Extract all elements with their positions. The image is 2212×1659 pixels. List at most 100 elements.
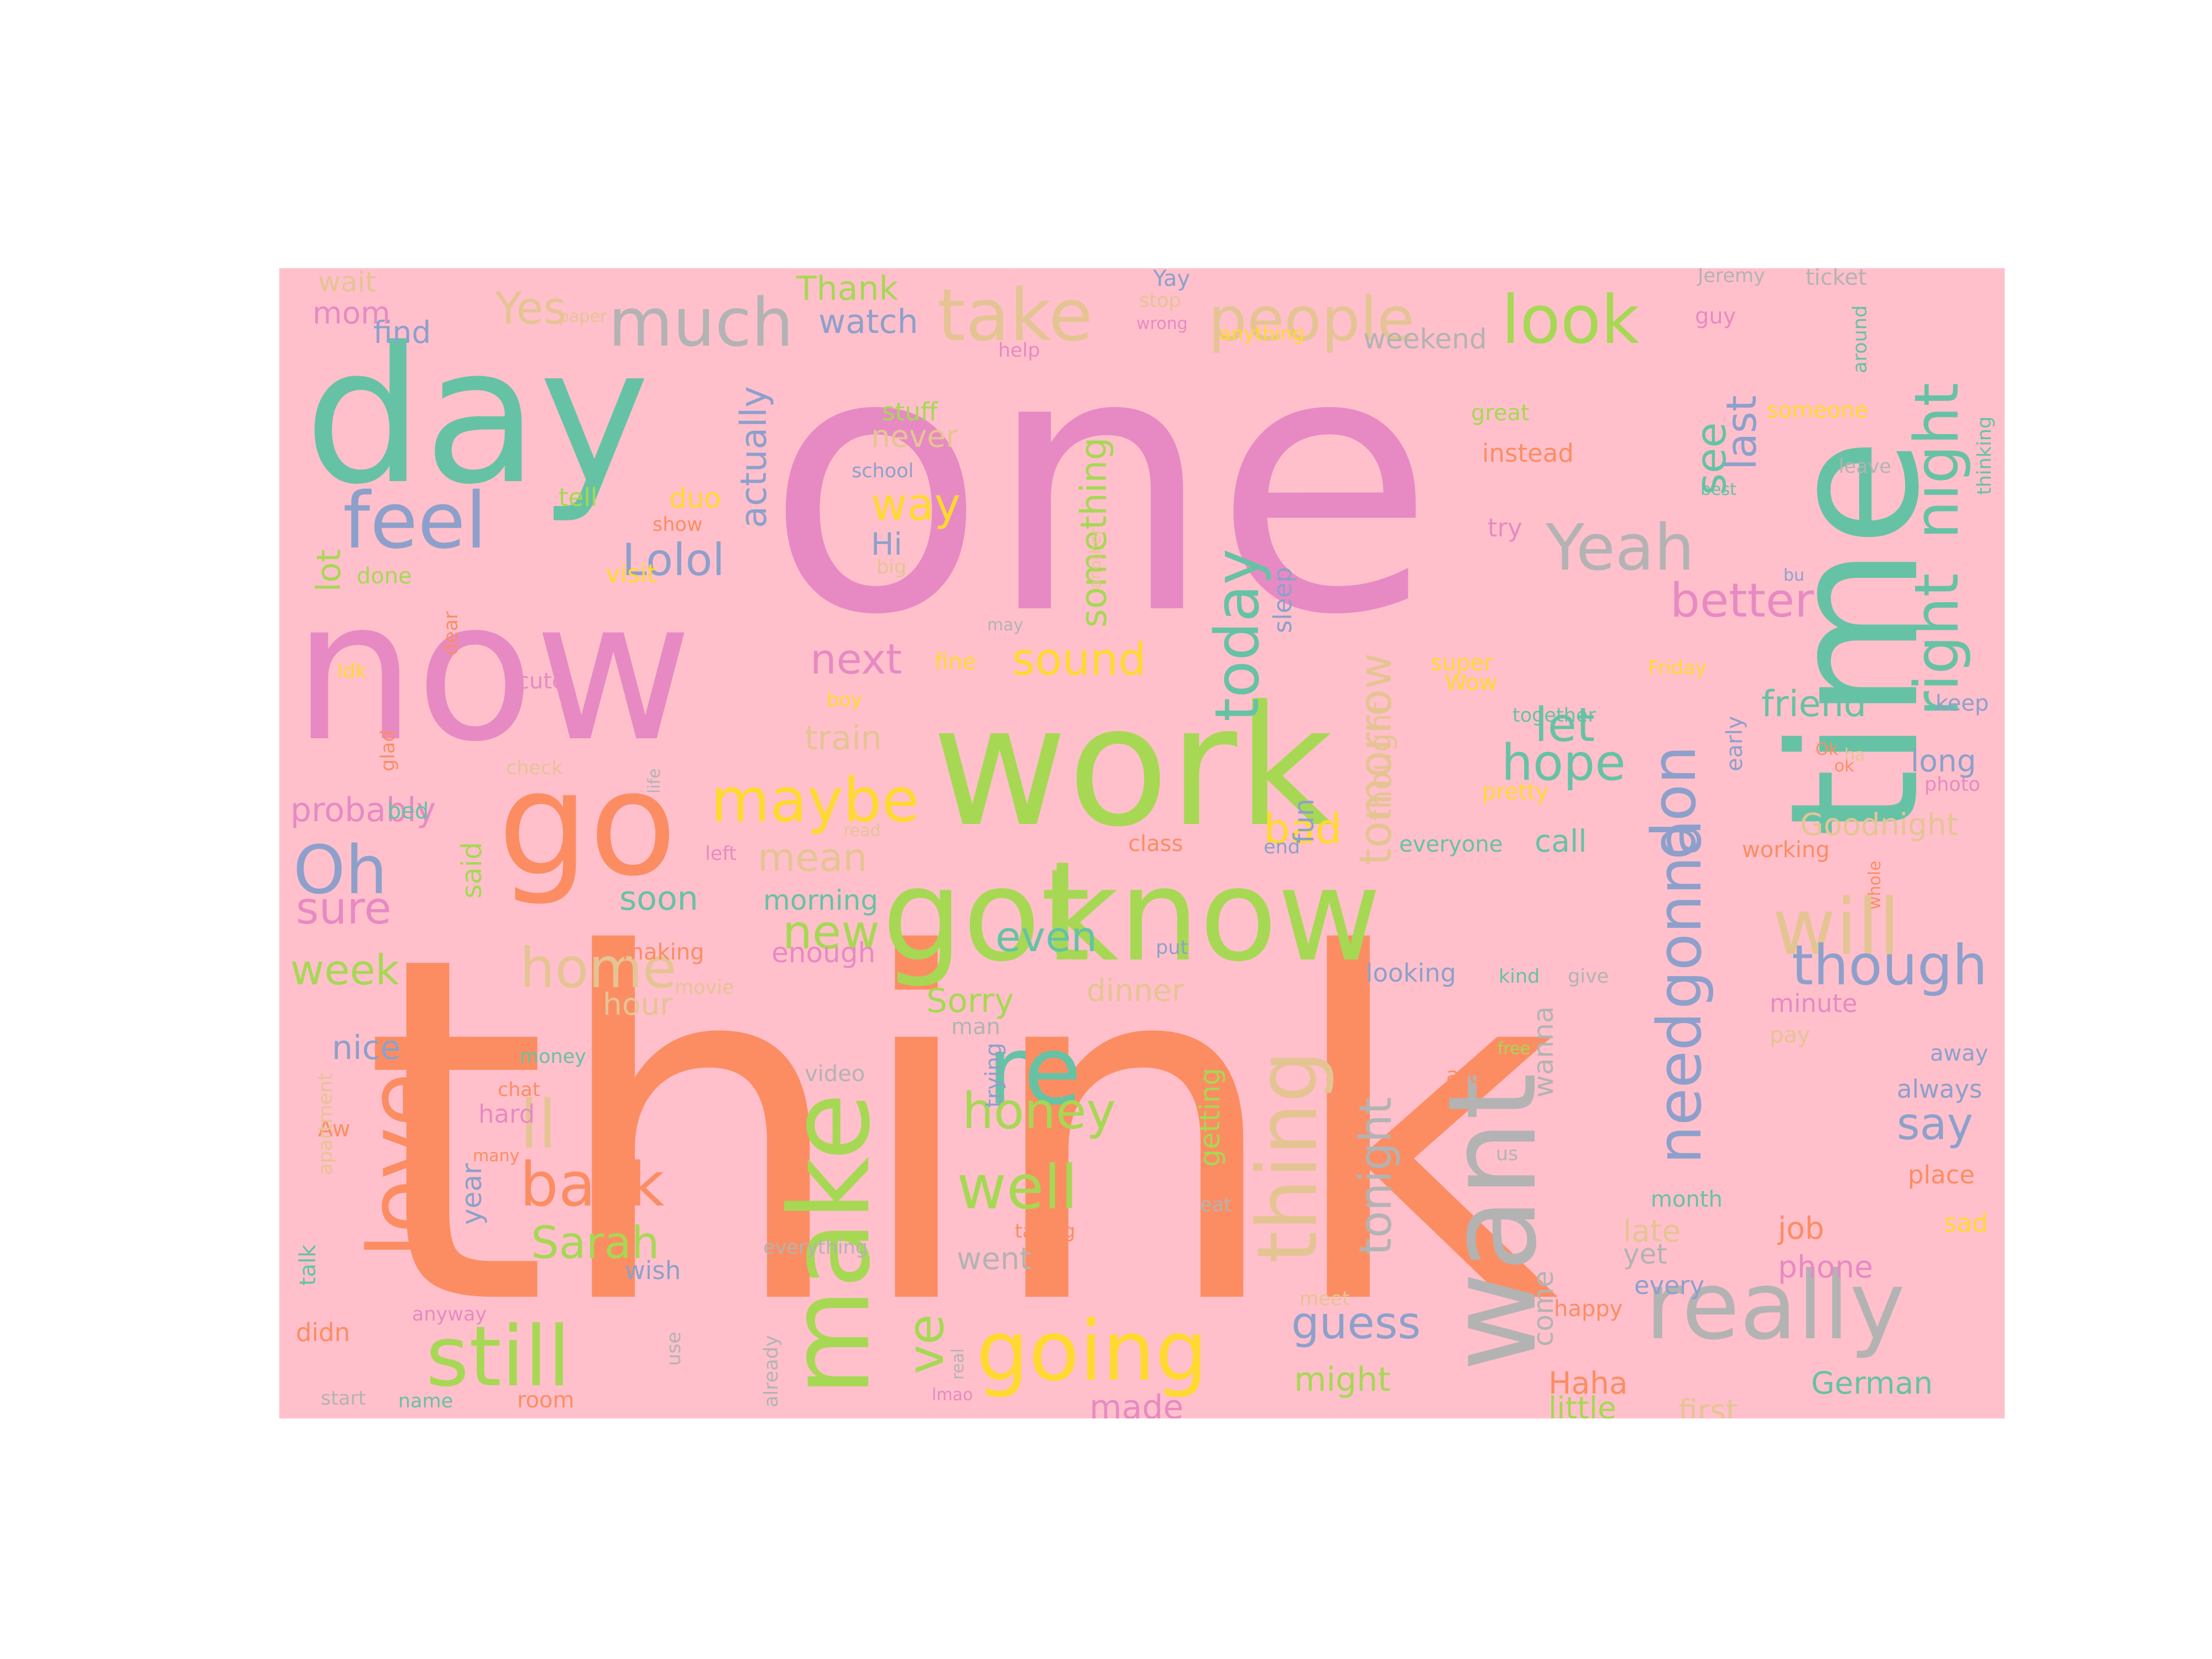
word-happy: happy	[1554, 1296, 1623, 1322]
word-call: call	[1535, 823, 1587, 859]
word-guy: guy	[1695, 304, 1736, 329]
word-bu: bu	[1783, 566, 1804, 585]
word-cloud-background	[279, 268, 2005, 1418]
word-put: put	[1156, 937, 1188, 959]
word-leave: leave	[1839, 456, 1891, 478]
word-gonna: gonna	[1644, 819, 1715, 1009]
word-always: always	[1897, 1074, 1983, 1104]
word-way: way	[871, 479, 961, 530]
word-year: year	[456, 1163, 488, 1225]
word-working: working	[1742, 837, 1830, 863]
word-morning: morning	[763, 884, 878, 916]
word-visit: visit	[606, 559, 657, 588]
word-done: done	[357, 564, 412, 589]
word-need: need	[1644, 1012, 1715, 1164]
word-ve: ve	[897, 1314, 955, 1374]
word-wait: wait	[318, 268, 376, 298]
word-friend: friend	[1761, 684, 1866, 725]
word-lolol: Lolol	[622, 534, 725, 586]
word-night: night	[1901, 383, 1972, 539]
word-great: great	[1471, 400, 1530, 426]
word-name: name	[398, 1390, 453, 1412]
word-weekend: weekend	[1363, 323, 1487, 355]
word-got: got	[882, 842, 1091, 990]
word-show: show	[653, 514, 702, 536]
word-see: see	[1687, 422, 1735, 495]
word-back: back	[520, 1149, 665, 1220]
word-day: day	[304, 307, 650, 526]
word-ok: ok	[1834, 757, 1854, 776]
word-hard: hard	[478, 1099, 535, 1129]
word-movie: movie	[675, 977, 734, 999]
word-one: one	[766, 275, 1435, 693]
word-around: around	[1849, 305, 1871, 373]
word-thinking: thinking	[1974, 416, 1996, 495]
word-wow: Wow	[1445, 670, 1497, 696]
word-try: try	[1488, 513, 1522, 542]
word-wish: wish	[625, 1256, 681, 1285]
word-whole: whole	[1865, 860, 1885, 910]
word-yes: Yes	[494, 283, 566, 334]
word-ha: ha	[1844, 745, 1865, 765]
word-anything: anything	[1219, 323, 1305, 345]
word-ok: Ok	[1815, 740, 1839, 759]
word-every: every	[1634, 1271, 1704, 1300]
word-anyway: anyway	[412, 1303, 487, 1326]
word-goodnight: Goodnight	[1800, 807, 1958, 842]
word-check: check	[506, 757, 563, 779]
word-bed: bed	[387, 799, 429, 824]
word-room: room	[517, 1387, 574, 1413]
word-honey: honey	[962, 1082, 1116, 1140]
word-never: never	[871, 419, 958, 454]
word-life: life	[645, 768, 664, 794]
word-money: money	[520, 1046, 586, 1068]
word-enough: enough	[771, 937, 875, 969]
word-sarah: Sarah	[531, 1217, 659, 1269]
word-sleep: sleep	[1268, 567, 1297, 633]
word-fine: fine	[935, 649, 976, 675]
word-look: look	[1501, 282, 1640, 359]
word-early: early	[1722, 716, 1747, 771]
word-didn: didn	[296, 1318, 350, 1347]
word-wrong: wrong	[1136, 314, 1188, 333]
word-cute: cute	[517, 669, 566, 694]
word-sorry: Sorry	[926, 982, 1014, 1020]
word-paper: paper	[559, 307, 607, 326]
word-bad: bad	[1264, 805, 1342, 853]
word-already: already	[760, 1335, 782, 1407]
word-know: know	[1045, 842, 1381, 990]
word-actually: actually	[733, 386, 775, 528]
word-photo: photo	[1924, 774, 1980, 796]
word-yay: Yay	[1152, 268, 1190, 291]
word-said: said	[456, 842, 488, 899]
word-duo: duo	[669, 482, 721, 514]
word-end: end	[1264, 836, 1300, 858]
word-let: let	[1535, 698, 1595, 753]
word-train: train	[805, 719, 882, 758]
word-take: take	[937, 273, 1093, 357]
word-tomorrow: tomorrow	[1350, 653, 1401, 865]
word-made: made	[1089, 1388, 1183, 1418]
word-pretty: pretty	[1482, 779, 1549, 805]
word-late: late	[1623, 1213, 1681, 1249]
word-love: love	[349, 1073, 452, 1258]
word-away: away	[1930, 1041, 1988, 1066]
word-go: go	[498, 741, 677, 908]
word-keep: keep	[1936, 691, 1989, 716]
word-dear: dear	[440, 611, 462, 655]
word-mom: mom	[312, 295, 390, 331]
word-chat: chat	[498, 1079, 540, 1101]
word-start: start	[321, 1387, 366, 1410]
word-place: place	[1908, 1160, 1975, 1190]
word-week: week	[290, 946, 400, 994]
word-yeah: Yeah	[1545, 511, 1694, 585]
word-aw: Aw	[318, 1117, 350, 1142]
word-wanna: wanna	[1527, 1006, 1559, 1098]
word-real: real	[948, 1348, 968, 1380]
word-ll: ll	[520, 1087, 557, 1164]
word-right: right	[1901, 573, 1972, 716]
word-lot: lot	[310, 549, 348, 592]
word-come: come	[1527, 1270, 1559, 1347]
word-give: give	[1568, 966, 1609, 988]
word-taking: taking	[1015, 1220, 1076, 1243]
